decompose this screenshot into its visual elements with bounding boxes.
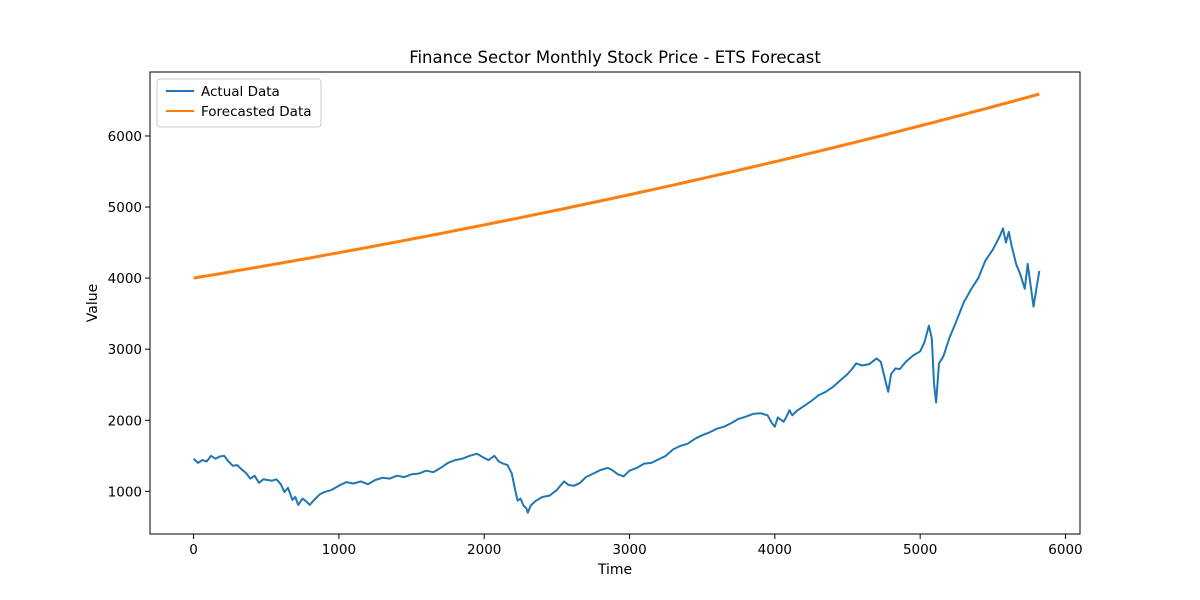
x-axis-label: Time [597,562,632,578]
y-tick-label-6000: 6000 [108,129,142,145]
series-line-forecast [193,92,1040,280]
y-tick-label-2000: 2000 [108,413,142,429]
x-tick-label-0: 0 [189,542,198,558]
x-tick-label-1000: 1000 [322,542,356,558]
legend-box [156,78,322,128]
y-tick-label-4000: 4000 [108,271,142,287]
x-tick-label-5000: 5000 [903,542,937,558]
x-tick-label-3000: 3000 [612,542,646,558]
legend-label-actual: Actual Data [201,84,280,100]
legend-label-forecast: Forecasted Data [201,104,312,120]
x-tick-label-6000: 6000 [1048,542,1082,558]
x-axis: 0 1000 2000 3000 4000 5000 6000 [189,534,1083,558]
y-tick-label-1000: 1000 [108,484,142,500]
y-tick-label-5000: 5000 [108,200,142,216]
chart-title: Finance Sector Monthly Stock Price - ETS… [409,48,821,67]
legend: Actual Data Forecasted Data [156,78,322,128]
y-axis-label: Value [85,284,101,322]
plot-frame [149,71,1081,535]
y-axis: 1000 2000 3000 4000 5000 6000 [108,129,150,500]
x-tick-label-4000: 4000 [758,542,792,558]
y-tick-label-3000: 3000 [108,342,142,358]
series-layer [192,92,1041,514]
plot-area [150,72,1080,534]
x-tick-label-2000: 2000 [467,542,501,558]
series-line-actual [192,227,1041,514]
